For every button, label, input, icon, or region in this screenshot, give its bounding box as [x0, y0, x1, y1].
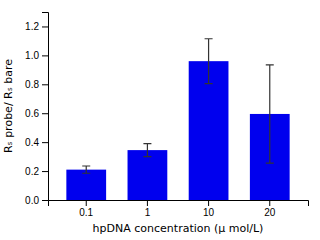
x-axis-line: [49, 201, 309, 207]
y-tick-label: 0.8: [25, 79, 39, 90]
y-tick: 0.6: [25, 108, 48, 119]
error-bar-line: [82, 166, 90, 173]
bar: [128, 150, 168, 200]
y-tick-mark: [42, 84, 48, 85]
y-axis-title: Rₛ probe/ Rₛ bare: [2, 59, 15, 153]
error-bar-line: [205, 39, 213, 84]
error-bar-line: [266, 65, 274, 163]
error-bar-line: [143, 144, 151, 157]
x-tick: 1: [145, 200, 151, 218]
y-tick-label: 1.2: [25, 21, 39, 32]
x-tick-mark: [208, 200, 209, 206]
y-tick: 1.0: [25, 50, 48, 61]
plot: 0.1 1 10 20 0.0 0.2 0.4 0.6 0.8 1.0 1.2: [25, 13, 308, 219]
y-tick-mark: [42, 171, 48, 172]
y-tick-label: 1.0: [25, 50, 39, 61]
y-tick: 0.8: [25, 79, 48, 90]
x-axis-title: hpDNA concentration (μ mol/L): [93, 222, 264, 235]
y-tick: 0.0: [25, 195, 48, 206]
y-tick-label: 0.0: [25, 195, 39, 206]
x-tick-mark: [86, 200, 87, 206]
y-tick: 0.2: [25, 166, 48, 177]
y-tick-label: 0.4: [25, 137, 39, 148]
x-axis: 0.1 1 10 20: [49, 200, 309, 218]
x-tick: 20: [264, 200, 276, 218]
x-tick: 10: [203, 200, 215, 218]
y-tick-label: 0.2: [25, 166, 39, 177]
x-tick-label: 1: [145, 207, 151, 218]
error-bar: [205, 39, 213, 84]
y-tick-mark: [42, 200, 48, 201]
x-tick-label: 20: [264, 207, 276, 218]
x-tick-label: 10: [203, 207, 215, 218]
y-tick-mark: [42, 26, 48, 27]
x-tick: 0.1: [79, 200, 93, 218]
y-tick: 0.4: [25, 137, 48, 148]
x-tick-mark: [147, 200, 148, 206]
error-bar: [143, 144, 151, 157]
y-axis-line: [42, 13, 49, 201]
y-axis: 0.0 0.2 0.4 0.6 0.8 1.0 1.2: [25, 13, 48, 206]
y-tick: 1.2: [25, 21, 48, 32]
y-tick-mark: [42, 113, 48, 114]
error-bar: [82, 166, 90, 173]
bar: [66, 170, 106, 200]
y-tick-label: 0.6: [25, 108, 39, 119]
y-tick-mark: [42, 55, 48, 56]
x-tick-mark: [269, 200, 270, 206]
chart: 0.1 1 10 20 0.0 0.2 0.4 0.6 0.8 1.0 1.2 hpDNA conce…: [0, 0, 320, 240]
marks: [66, 39, 289, 200]
x-tick-label: 0.1: [79, 207, 93, 218]
error-bar: [266, 65, 274, 163]
y-tick-mark: [42, 142, 48, 143]
